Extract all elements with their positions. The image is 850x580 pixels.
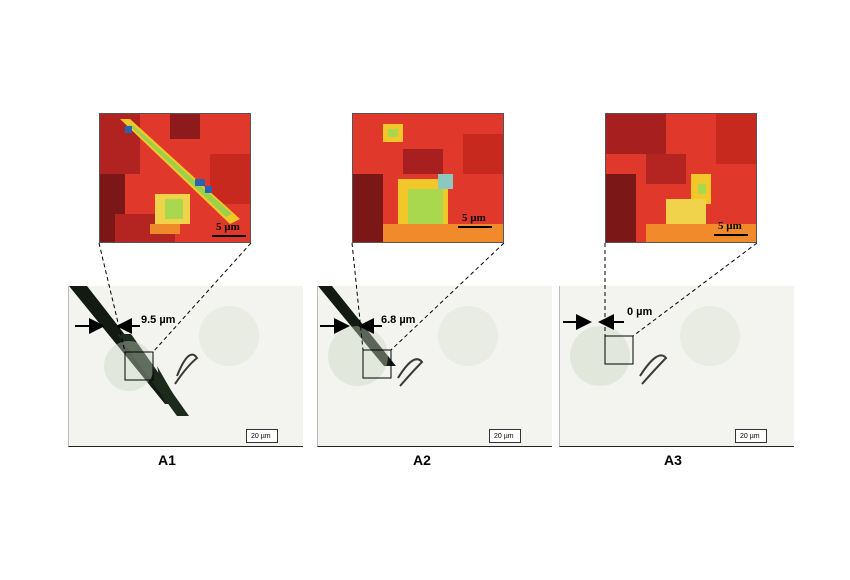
panel-a2-label: A2: [413, 452, 431, 468]
heatmap-a2-image: [353, 114, 503, 242]
micrograph-a3: [559, 286, 794, 447]
heatmap-a2-scale-bar: [458, 226, 492, 228]
heatmap-a2-scale-label: 5 µm: [462, 212, 486, 224]
heatmap-a1-scale-bar: [212, 235, 246, 237]
micrograph-a3-image: [560, 286, 794, 446]
micrograph-a2-scalebar: [489, 429, 521, 443]
gap-a3-label: 0 µm: [627, 306, 653, 318]
heatmap-a3: [605, 113, 757, 243]
heatmap-a3-scale-bar: [714, 234, 748, 236]
heatmap-a3-scale-label: 5 µm: [718, 220, 742, 232]
micrograph-a1-scalebar-label: 20 µm: [251, 433, 271, 440]
heatmap-a3-image: [606, 114, 756, 242]
panel-a1-label: A1: [158, 452, 176, 468]
micrograph-a3-scalebar: [735, 429, 767, 443]
panel-a3-label: A3: [664, 452, 682, 468]
heatmap-a1: [99, 113, 251, 243]
heatmap-a2: [352, 113, 504, 243]
heatmap-a1-scale-label: 5 µm: [216, 221, 240, 233]
micrograph-a1-scalebar: [246, 429, 278, 443]
micrograph-a2-scalebar-label: 20 µm: [494, 433, 514, 440]
micrograph-a3-scalebar-label: 20 µm: [740, 433, 760, 440]
heatmap-a1-image: [100, 114, 250, 242]
